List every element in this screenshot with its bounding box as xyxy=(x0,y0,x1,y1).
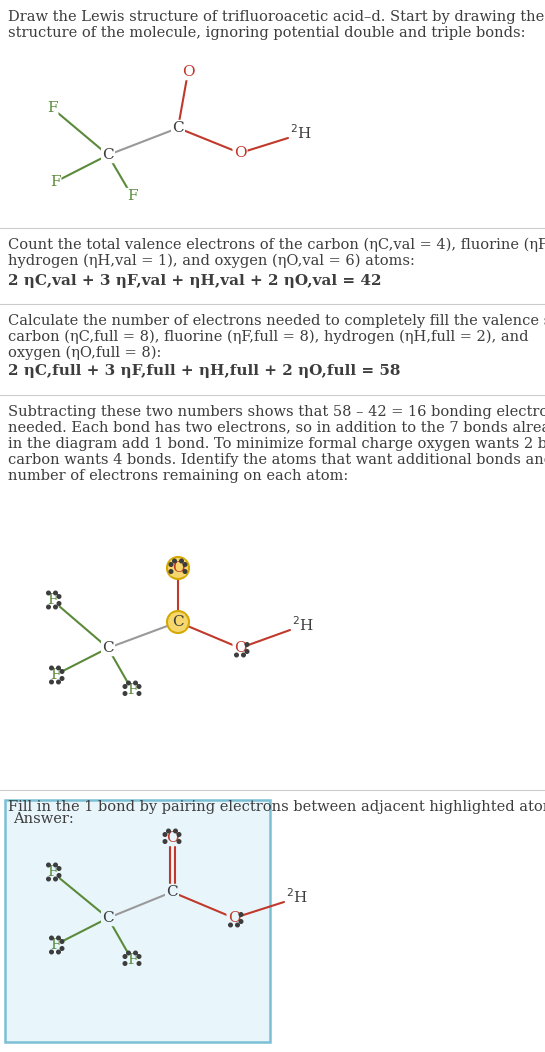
Text: $^2$H: $^2$H xyxy=(290,124,312,142)
Text: in the diagram add 1 bond. To minimize formal charge oxygen wants 2 bonds and: in the diagram add 1 bond. To minimize f… xyxy=(8,437,545,451)
Circle shape xyxy=(241,653,245,656)
Circle shape xyxy=(47,877,50,881)
Text: C: C xyxy=(166,885,178,899)
Circle shape xyxy=(169,570,173,573)
Circle shape xyxy=(137,962,141,966)
Circle shape xyxy=(57,874,61,877)
Text: O: O xyxy=(234,641,246,655)
Text: C: C xyxy=(172,615,184,629)
Text: F: F xyxy=(47,593,57,607)
Text: O: O xyxy=(228,911,240,925)
Circle shape xyxy=(177,839,181,844)
Circle shape xyxy=(50,950,53,954)
Text: Calculate the number of electrons needed to completely fill the valence shells f: Calculate the number of electrons needed… xyxy=(8,313,545,328)
Circle shape xyxy=(57,936,60,939)
Text: O: O xyxy=(172,561,184,575)
Text: number of electrons remaining on each atom:: number of electrons remaining on each at… xyxy=(8,469,348,483)
Circle shape xyxy=(245,643,249,646)
Circle shape xyxy=(57,602,61,605)
Text: 2 ηC,full + 3 ηF,full + ηH,full + 2 ηO,full = 58: 2 ηC,full + 3 ηF,full + ηH,full + 2 ηO,f… xyxy=(8,364,401,378)
Circle shape xyxy=(235,924,239,927)
Circle shape xyxy=(123,685,127,688)
Text: $^2$H: $^2$H xyxy=(292,615,314,634)
FancyBboxPatch shape xyxy=(5,800,270,1041)
Text: O: O xyxy=(166,831,178,845)
Text: C: C xyxy=(102,148,114,162)
Circle shape xyxy=(47,605,50,609)
Text: C: C xyxy=(102,911,114,925)
Circle shape xyxy=(60,939,64,944)
Circle shape xyxy=(126,951,130,955)
Circle shape xyxy=(137,685,141,688)
Text: structure of the molecule, ignoring potential double and triple bonds:: structure of the molecule, ignoring pote… xyxy=(8,26,525,40)
Circle shape xyxy=(245,650,249,653)
Circle shape xyxy=(123,692,127,695)
Circle shape xyxy=(47,864,50,867)
Text: F: F xyxy=(127,683,137,697)
Circle shape xyxy=(137,692,141,695)
Circle shape xyxy=(57,666,60,670)
Text: 2 ηC,val + 3 ηF,val + ηH,val + 2 ηO,val = 42: 2 ηC,val + 3 ηF,val + ηH,val + 2 ηO,val … xyxy=(8,274,382,288)
Circle shape xyxy=(229,924,232,927)
Circle shape xyxy=(174,829,177,833)
Text: F: F xyxy=(50,668,60,682)
Circle shape xyxy=(173,560,176,563)
Circle shape xyxy=(54,877,57,881)
Text: Answer:: Answer: xyxy=(13,812,74,826)
Circle shape xyxy=(54,605,57,609)
Circle shape xyxy=(134,951,137,955)
Text: F: F xyxy=(50,938,60,952)
Circle shape xyxy=(167,829,170,833)
Text: F: F xyxy=(47,865,57,879)
Text: needed. Each bond has two electrons, so in addition to the 7 bonds already prese: needed. Each bond has two electrons, so … xyxy=(8,421,545,434)
Circle shape xyxy=(54,591,57,594)
Circle shape xyxy=(183,563,187,566)
Circle shape xyxy=(57,594,61,599)
Ellipse shape xyxy=(167,611,189,633)
Circle shape xyxy=(54,864,57,867)
Circle shape xyxy=(57,950,60,954)
Text: carbon (ηC,full = 8), fluorine (ηF,full = 8), hydrogen (ηH,full = 2), and: carbon (ηC,full = 8), fluorine (ηF,full … xyxy=(8,330,529,344)
Circle shape xyxy=(50,681,53,684)
Text: F: F xyxy=(47,101,57,115)
Circle shape xyxy=(60,670,64,673)
Text: oxygen (ηO,full = 8):: oxygen (ηO,full = 8): xyxy=(8,346,161,361)
Text: C: C xyxy=(102,641,114,655)
Text: C: C xyxy=(172,121,184,135)
Text: carbon wants 4 bonds. Identify the atoms that want additional bonds and the: carbon wants 4 bonds. Identify the atoms… xyxy=(8,453,545,467)
Circle shape xyxy=(47,591,50,594)
Text: F: F xyxy=(127,953,137,967)
Circle shape xyxy=(60,676,64,681)
Circle shape xyxy=(50,936,53,939)
Text: Subtracting these two numbers shows that 58 – 42 = 16 bonding electrons are: Subtracting these two numbers shows that… xyxy=(8,405,545,419)
Circle shape xyxy=(123,962,127,966)
Circle shape xyxy=(169,563,173,566)
Text: $^2$H: $^2$H xyxy=(286,888,308,907)
Text: Count the total valence electrons of the carbon (ηC,val = 4), fluorine (ηF,val =: Count the total valence electrons of the… xyxy=(8,238,545,252)
Text: F: F xyxy=(127,189,137,203)
Circle shape xyxy=(183,570,187,573)
Circle shape xyxy=(126,682,130,685)
Circle shape xyxy=(137,955,141,958)
Circle shape xyxy=(235,653,238,656)
Text: O: O xyxy=(234,146,246,160)
Circle shape xyxy=(239,919,243,924)
Circle shape xyxy=(134,682,137,685)
Circle shape xyxy=(239,913,243,916)
Circle shape xyxy=(123,955,127,958)
Circle shape xyxy=(180,560,183,563)
Circle shape xyxy=(177,833,181,836)
Circle shape xyxy=(163,833,167,836)
Text: hydrogen (ηH,val = 1), and oxygen (ηO,val = 6) atoms:: hydrogen (ηH,val = 1), and oxygen (ηO,va… xyxy=(8,254,415,268)
Text: Fill in the 1 bond by pairing electrons between adjacent highlighted atoms:: Fill in the 1 bond by pairing electrons … xyxy=(8,800,545,814)
Circle shape xyxy=(57,681,60,684)
Circle shape xyxy=(57,867,61,870)
Text: O: O xyxy=(181,65,195,79)
Circle shape xyxy=(50,666,53,670)
Circle shape xyxy=(163,839,167,844)
Text: Draw the Lewis structure of trifluoroacetic acid–d. Start by drawing the overall: Draw the Lewis structure of trifluoroace… xyxy=(8,11,545,24)
Text: F: F xyxy=(50,175,60,189)
Ellipse shape xyxy=(167,557,189,579)
Circle shape xyxy=(60,947,64,950)
